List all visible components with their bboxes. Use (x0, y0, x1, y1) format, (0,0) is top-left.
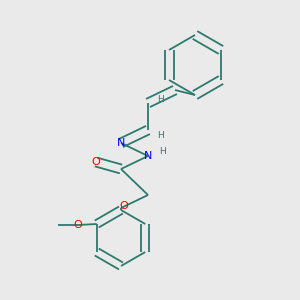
Text: N: N (144, 151, 152, 161)
Text: O: O (92, 157, 100, 167)
Text: H: H (158, 95, 164, 104)
Text: O: O (74, 220, 82, 230)
Text: N: N (117, 138, 125, 148)
Text: H: H (158, 130, 164, 140)
Text: O: O (120, 201, 128, 211)
Text: H: H (160, 148, 167, 157)
